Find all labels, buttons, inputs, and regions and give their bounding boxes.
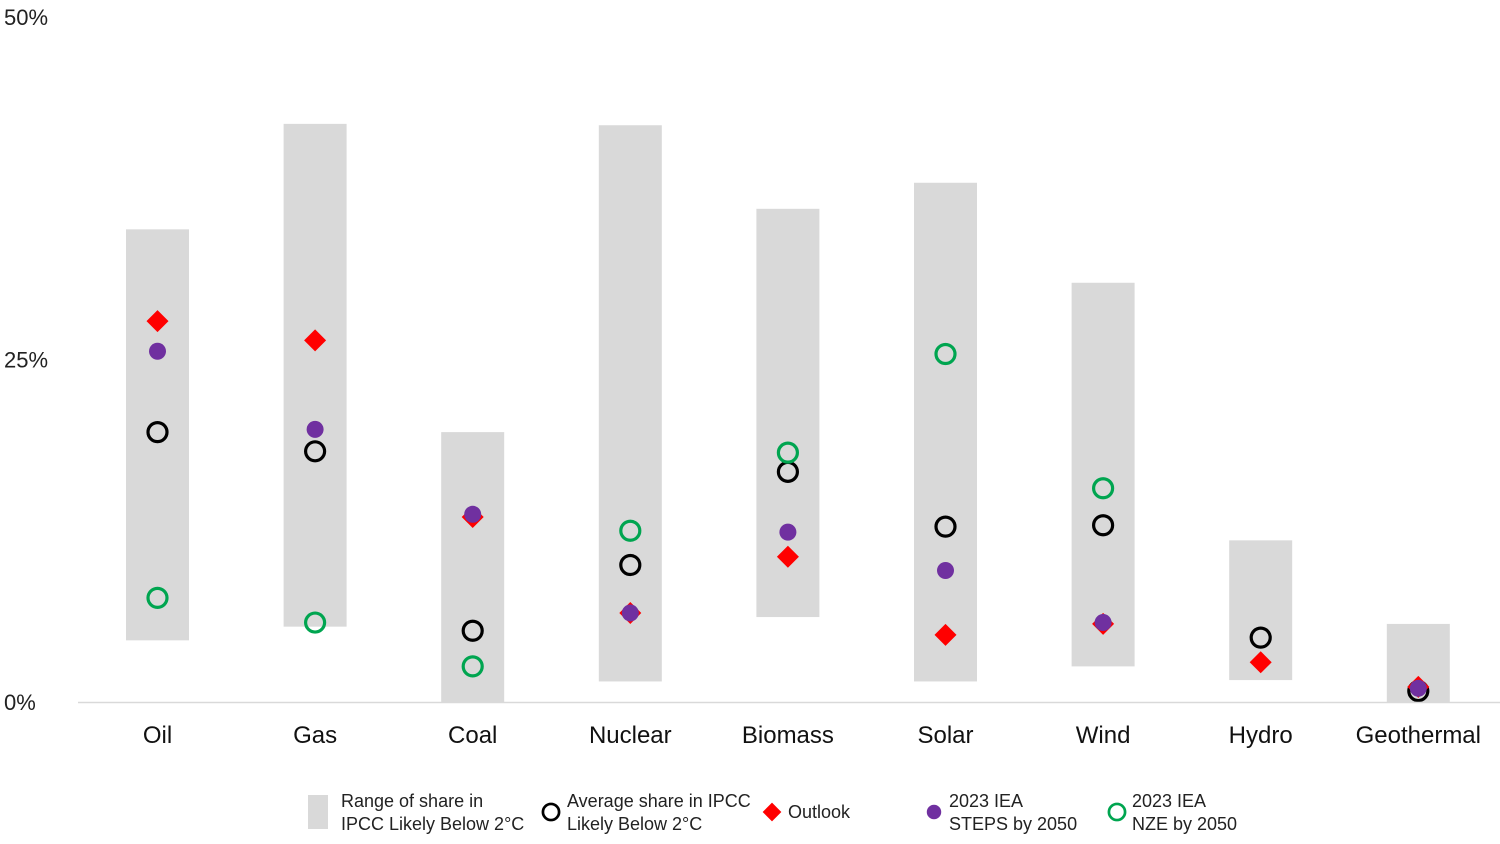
legend-label: 2023 IEA [949,791,1023,811]
ring-point-biomass [776,441,800,464]
x-category-label: Coal [448,722,497,749]
x-category-label: Gas [293,722,337,749]
x-category-label: Biomass [742,722,834,749]
diamond-point-gas [304,329,327,352]
dot-point-wind [1094,614,1112,632]
legend-bar-swatch [308,795,328,829]
x-category-label: Wind [1076,722,1131,749]
ring-point-gas [304,440,327,463]
legend-item: 2023 IEA NZE by 2050 [1107,791,1237,834]
ring-point-oil [146,421,169,444]
dot-point-coal [464,505,482,523]
range-bar-wind [1071,282,1135,667]
ring-point-nuclear [619,519,642,542]
diamond-point-oil [146,310,169,333]
dot-point-gas [306,420,324,438]
legend-label: 2023 IEA [1132,791,1206,811]
diamond-point-solar [934,623,957,646]
legend-label: STEPS by 2050 [949,814,1077,834]
x-category-label: Oil [143,722,172,749]
ring-point-solar [934,342,957,366]
legend-diamond-red-swatch [762,802,782,822]
y-tick-label: 25% [4,348,48,373]
ring-point-wind [1091,514,1115,537]
range-bars [126,123,1450,702]
x-category-label: Nuclear [589,722,672,749]
ring-point-solar [934,515,957,538]
dot-point-oil [149,342,166,360]
dot-point-biomass [779,523,797,541]
legend-ring-green-swatch [1107,802,1127,822]
ring-point-oil [146,586,169,609]
legend-ring-black-swatch [541,802,561,822]
legend-label: IPCC Likely Below 2°C [341,814,524,834]
ring-point-gas [304,611,327,634]
legend-label: Range of share in [341,791,483,811]
range-bar-gas [283,123,347,627]
range-bar-oil [126,229,189,641]
ring-point-wind [1091,477,1115,500]
legend-dot-purple-swatch [926,804,942,820]
y-tick-label: 0% [4,690,36,715]
dot-point-nuclear [621,604,639,622]
axes: 0% 25% 50% Oil Gas Coal Nuclear Biomass Solar Win… [4,5,1500,749]
range-bar-solar [914,182,977,682]
ring-point-coal [461,619,484,642]
legend-item: Average share in IPCC Likely Below 2°C [541,791,751,834]
legend-item: Outlook [762,802,851,822]
ring-point-coal [461,655,484,678]
legend-item: 2023 IEA STEPS by 2050 [926,791,1077,834]
x-category-label: Hydro [1229,722,1293,749]
x-category-label: Solar [917,722,973,749]
ring-point-hydro [1249,626,1272,649]
legend: Range of share in IPCC Likely Below 2°C Av… [308,791,1237,834]
y-tick-label: 50% [4,5,48,30]
data-points [146,310,1430,703]
range-bar-nuclear [598,125,662,682]
diamond-point-hydro [1249,651,1272,674]
dot-point-geothermal [1409,679,1427,697]
legend-label: NZE by 2050 [1132,814,1237,834]
ring-point-nuclear [619,553,642,577]
legend-item: Range of share in IPCC Likely Below 2°C [308,791,524,834]
legend-label: Outlook [788,802,851,822]
x-category-label: Geothermal [1356,722,1481,749]
legend-label: Likely Below 2°C [567,814,702,834]
legend-label: Average share in IPCC [567,791,751,811]
diamond-point-biomass [776,545,799,568]
dot-point-solar [937,561,954,579]
range-bar-coal [441,432,505,702]
